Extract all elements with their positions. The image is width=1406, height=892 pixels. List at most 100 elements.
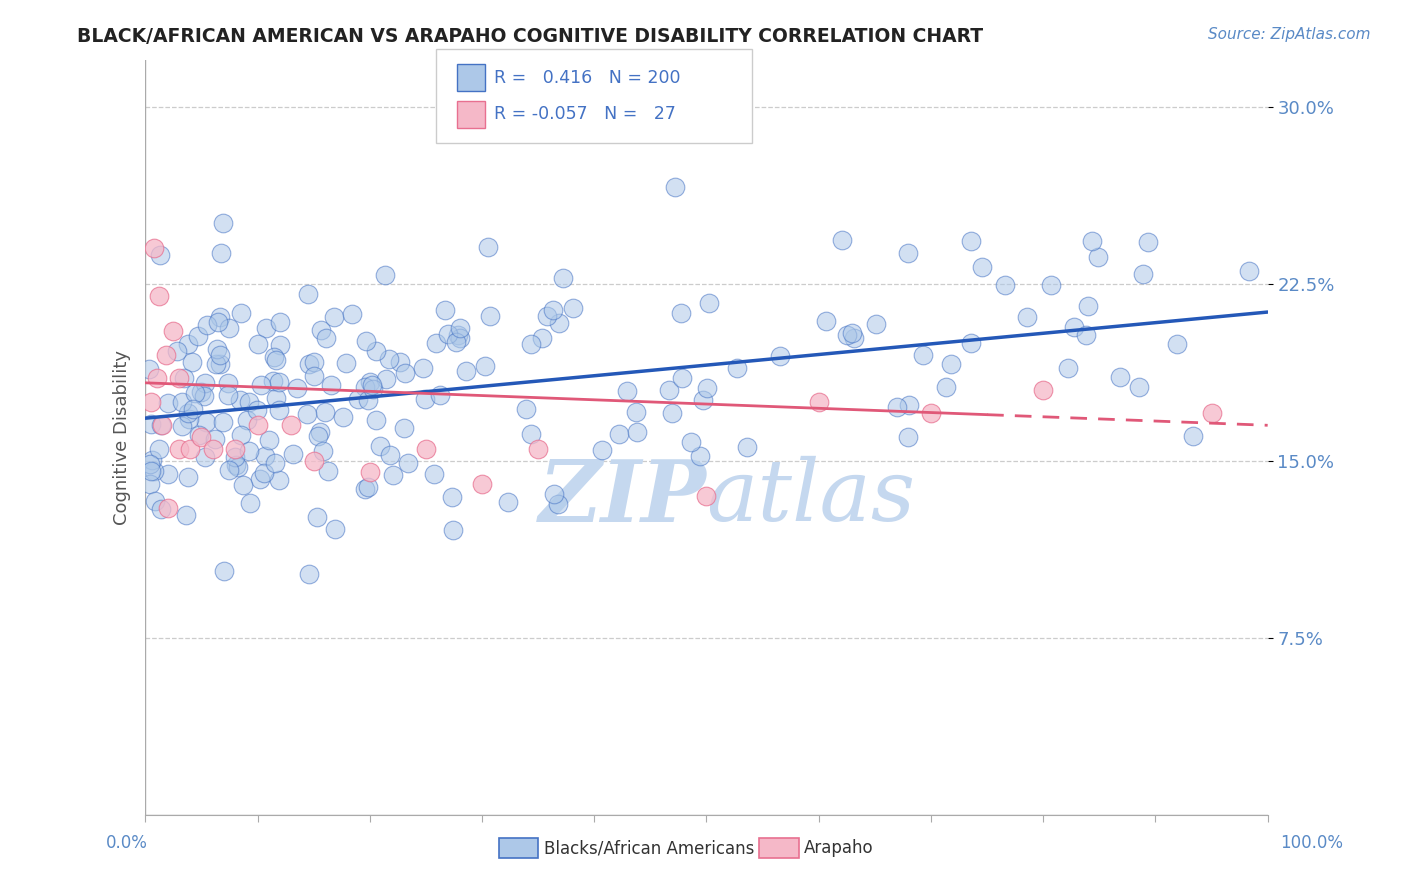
Point [167,442,190,456]
Point [679,434,702,449]
Point [364,413,387,427]
Point [1077,299,1099,313]
Point [224,442,246,456]
Point [269,473,291,487]
Point [886,401,908,415]
Point [394,367,416,381]
Text: R =   0.416   N = 200: R = 0.416 N = 200 [494,69,681,87]
Text: BLACK/AFRICAN AMERICAN VS ARAPAHO COGNITIVE DISABILITY CORRELATION CHART: BLACK/AFRICAN AMERICAN VS ARAPAHO COGNIT… [77,27,983,45]
Point [177,337,200,351]
Point [314,405,336,419]
Point [446,327,468,342]
Point [312,444,335,458]
Point [531,331,554,345]
Point [441,490,464,504]
Point [195,415,218,429]
Point [354,334,377,348]
Point [332,409,354,424]
Point [661,406,683,420]
Point [150,417,173,432]
Point [177,406,200,420]
Point [214,564,236,578]
Point [1063,319,1085,334]
Point [323,522,346,536]
Point [562,301,585,315]
Point [249,472,271,486]
Point [456,364,478,378]
Point [377,351,399,366]
Text: Blacks/African Americans: Blacks/African Americans [544,839,755,857]
Point [527,442,550,456]
Point [423,467,446,482]
Point [166,343,188,358]
Point [354,482,377,496]
Point [254,321,277,335]
Point [201,442,224,456]
Point [139,457,162,471]
Point [217,376,239,390]
Point [157,395,180,409]
Point [280,418,302,433]
Text: 0.0%: 0.0% [105,834,148,852]
Point [658,383,681,397]
Point [187,428,209,442]
Point [193,388,215,402]
Y-axis label: Cognitive Disability: Cognitive Disability [114,350,131,524]
Point [626,425,648,439]
Point [335,356,357,370]
Point [298,357,321,371]
Point [1057,360,1080,375]
Point [269,338,291,352]
Point [264,353,287,368]
Point [315,331,337,345]
Point [340,307,363,321]
Point [181,401,204,416]
Point [209,357,232,371]
Point [238,395,260,409]
Point [247,336,270,351]
Point [305,510,328,524]
Point [1076,327,1098,342]
Point [318,464,340,478]
Point [1087,250,1109,264]
Point [302,355,325,369]
Point [204,433,226,447]
Point [262,374,284,388]
Point [898,398,921,412]
Point [444,334,467,349]
Point [392,421,415,435]
Point [209,246,232,260]
Point [1032,383,1054,397]
Point [664,179,686,194]
Point [1181,429,1204,443]
Point [669,306,692,320]
Point [897,245,920,260]
Point [841,326,863,340]
Point [283,447,305,461]
Point [225,458,247,472]
Point [263,350,285,364]
Point [157,467,180,481]
Point [287,381,309,395]
Point [298,567,321,582]
Point [837,328,859,343]
Point [148,288,170,302]
Point [139,464,162,478]
Point [814,314,837,328]
Point [920,407,942,421]
Point [959,335,981,350]
Point [412,361,434,376]
Point [304,368,326,383]
Point [515,402,537,417]
Point [935,380,957,394]
Point [689,449,711,463]
Point [212,216,235,230]
Point [228,460,250,475]
Point [177,411,200,425]
Point [368,439,391,453]
Point [218,321,240,335]
Point [174,508,197,523]
Point [150,502,173,516]
Text: Arapaho: Arapaho [804,839,875,857]
Point [479,309,502,323]
